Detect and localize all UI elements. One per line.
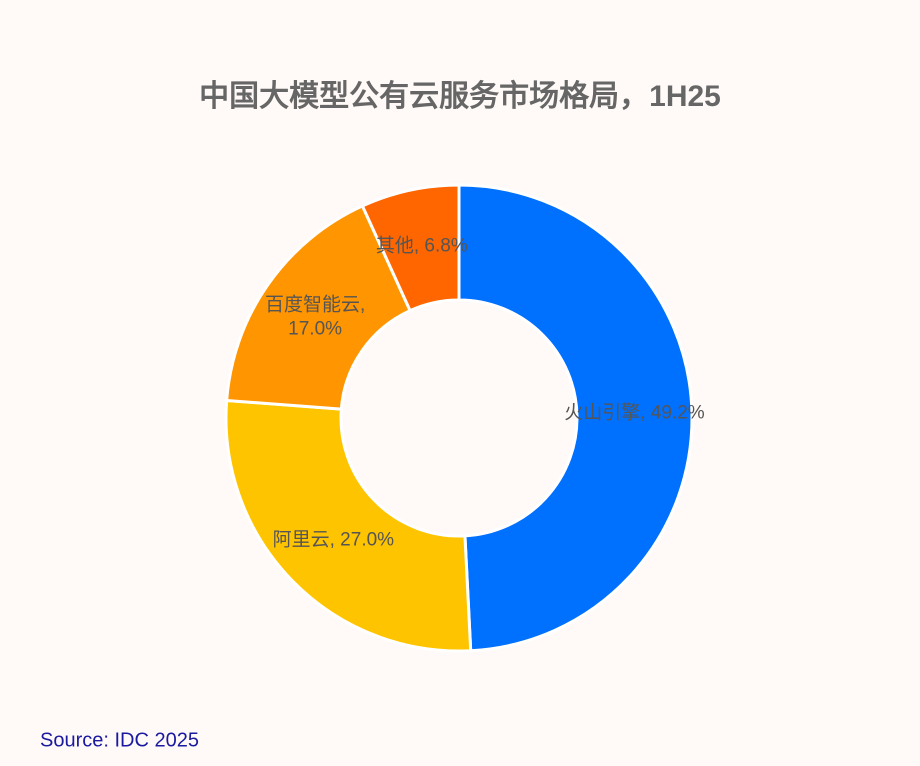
- data-label: 17.0%: [288, 319, 342, 340]
- donut-slice: [225, 203, 413, 411]
- chart-title: 中国大模型公有云服务市场格局，1H25: [199, 79, 721, 113]
- donut-slice: [457, 183, 694, 653]
- source: Source: IDC 2025: [40, 729, 199, 751]
- donut-slice: [360, 183, 461, 313]
- donut-slice: [224, 398, 473, 653]
- data-label: 火山引擎, 49.2%: [564, 402, 705, 424]
- data-label: 阿里云, 27.0%: [273, 529, 395, 551]
- data-label: 百度智能云,: [265, 294, 365, 316]
- data-label: 其他, 6.8%: [376, 235, 468, 257]
